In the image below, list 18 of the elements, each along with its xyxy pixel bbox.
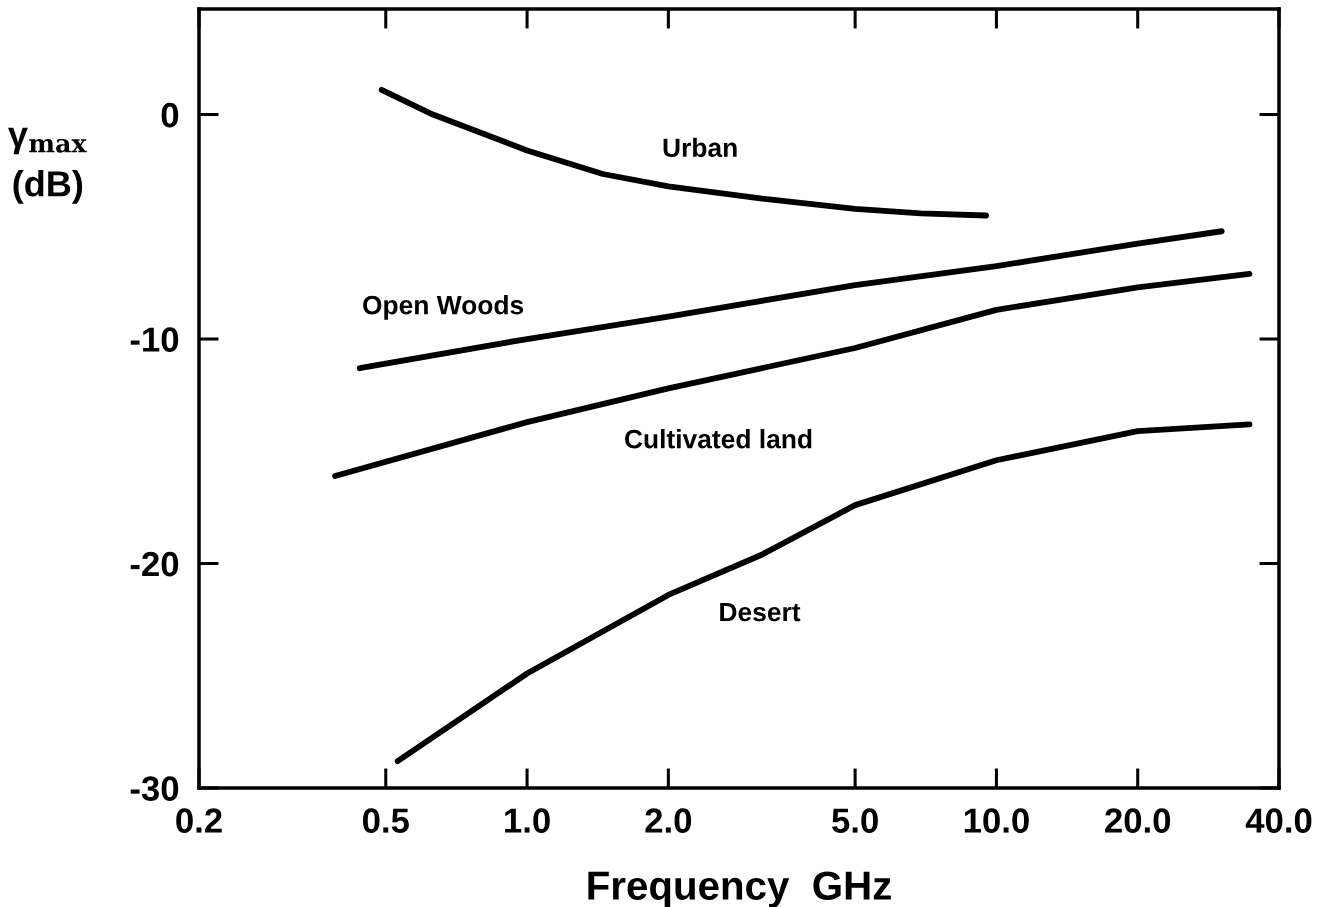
series-label: Desert (720, 602, 801, 622)
series-label: Cultivated land (625, 429, 812, 449)
x-tick-label: 0.2 (176, 808, 222, 833)
x-axis-title: Frequency GHz (588, 871, 891, 907)
y-tick-label: -20 (130, 551, 179, 577)
x-tick-label: 0.5 (363, 808, 409, 833)
y-tick-label: 0 (161, 102, 179, 128)
x-tick-label: 40.0 (1245, 808, 1312, 833)
x-tick-label: 20.0 (1105, 808, 1171, 833)
y-tick-label: -30 (130, 776, 179, 801)
x-tick-label: 10.0 (964, 808, 1029, 833)
series-label: Urban (663, 137, 737, 158)
y-axis-title: γ$_{max}$ (dB) (8, 127, 87, 204)
x-tick-label: 2.0 (645, 808, 692, 833)
x-tick-label: 5.0 (832, 808, 878, 833)
x-tick-label: 1.0 (505, 808, 550, 833)
y-tick-label: -10 (130, 327, 179, 352)
series-label: Open Woods (363, 295, 524, 320)
